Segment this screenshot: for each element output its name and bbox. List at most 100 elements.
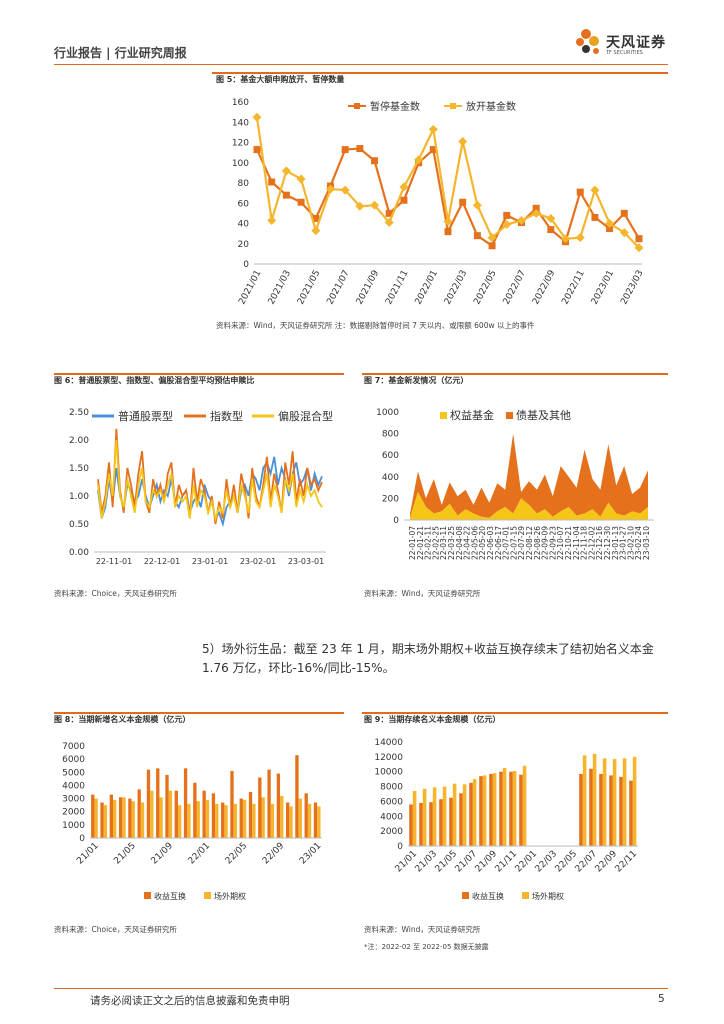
fig8-bar [242, 799, 247, 838]
fig6-title: 图 6：普通股票型、指数型、偏股混合型平均预估申赎比 [54, 376, 255, 385]
legend-swatch [204, 892, 211, 899]
fig7-xtick: 22-09-09 [541, 526, 550, 560]
fig8-bar [187, 803, 191, 838]
fig7-xtick: 22-07-01 [502, 526, 511, 560]
fig5-point [590, 185, 600, 195]
fig8-bar [230, 770, 234, 838]
fig7-xtick: 22-11-04 [572, 526, 581, 560]
fig9-bar [592, 753, 597, 846]
fig9-bar [599, 773, 603, 846]
fig9-xtick: 21/09 [474, 849, 500, 875]
fig5-point [371, 157, 379, 165]
fig5-point [340, 185, 350, 195]
fig8-bar [128, 798, 132, 838]
fig8-ytick: 7000 [62, 742, 85, 752]
fig9-xtick: 21/05 [434, 849, 459, 874]
fig9-xtick: 22/01 [514, 849, 539, 874]
footer-disclaimer: 请务必阅读正文之后的信息披露和免责申明 [90, 995, 290, 1007]
fig5-point [341, 146, 349, 154]
fig9-bar [589, 768, 593, 846]
fig5-point [576, 188, 584, 196]
fig5-xtick: 2021/05 [296, 269, 322, 307]
fig7-xtick: 23-03-10 [642, 526, 651, 560]
legend-swatch [506, 412, 513, 419]
fig5-xtick: 2022/09 [531, 268, 558, 306]
fig9-bar [629, 780, 633, 846]
fig5-point [459, 198, 467, 206]
fig5-point [619, 228, 629, 238]
fig5-ytick: 40 [238, 220, 250, 230]
fig7-xtick: 22-01-07 [408, 526, 417, 560]
fig8-bar [276, 773, 281, 838]
fig5-ytick: 0 [243, 260, 249, 270]
fig9-bar [509, 771, 513, 846]
fig8-bar [177, 805, 182, 838]
legend-label: 权益基金 [450, 408, 494, 422]
fig5-point [385, 209, 393, 217]
fig9-xtick: 21/11 [494, 849, 519, 874]
fig5-point [443, 216, 453, 226]
fig8-xtick: 21/05 [112, 841, 137, 866]
fig5-point [634, 243, 644, 253]
fig5-point [267, 215, 277, 225]
fig7-xtick: 22-03-25 [447, 526, 456, 560]
fig5-xtick: 2022/05 [472, 269, 498, 307]
fig6-ytick: 0.50 [69, 520, 89, 530]
fig5-top-rule [212, 72, 668, 74]
fig5-point [472, 200, 482, 210]
fig7-ytick: 600 [382, 451, 399, 461]
fig9-ytick: 12000 [374, 753, 403, 763]
fig7-xtick: 23-02-24 [634, 526, 643, 560]
fig7-xtick: 22-04-08 [455, 526, 464, 560]
fig5-point [458, 136, 468, 146]
fig8-top-rule [54, 712, 344, 714]
fig9-bar [419, 802, 423, 846]
fig7-top-rule [362, 373, 668, 375]
fig8-ytick: 6000 [62, 755, 85, 765]
fig9-bar [619, 776, 623, 846]
fig7-title: 图 7：基金新发情况（亿元） [364, 376, 469, 385]
fig9-bar [609, 775, 613, 846]
header-rule [54, 64, 668, 65]
fig8-xtick: 22/05 [224, 841, 249, 866]
fig7-xtick: 22-06-03 [486, 526, 495, 560]
fig7-xtick: 22-03-11 [439, 526, 448, 560]
fig7-xtick: 22-10-07 [556, 526, 565, 560]
fig5-point [414, 155, 424, 165]
fig5-point [297, 198, 305, 206]
fig9-xtick: 21/03 [414, 849, 439, 874]
fig9-bar [489, 773, 493, 846]
fig8-bar [156, 768, 160, 838]
fig5-point [281, 166, 291, 176]
fig5-xtick: 2022/03 [443, 269, 469, 307]
fig8-bar [150, 790, 154, 838]
fig7-ytick: 1000 [376, 408, 399, 418]
fig5-xtick: 2022/11 [560, 269, 586, 307]
fig5-point [444, 228, 452, 236]
fig7-xtick: 23-02-10 [626, 526, 635, 560]
fig6-xtick: 23-01-01 [192, 557, 228, 566]
fig5-ytick: 100 [232, 159, 249, 169]
tf-logo [576, 29, 599, 54]
fig5-xtick: 2022/07 [502, 269, 528, 307]
fig5-point [355, 201, 365, 211]
fig9-bar [522, 765, 527, 846]
fig5-point [253, 146, 261, 154]
fig6-source: 资料来源：Choice，天风证券研究所 [54, 589, 177, 598]
fig9-bar [449, 797, 453, 846]
fig5-point [282, 191, 290, 199]
fig7-source: 资料来源：Wind，天风证券研究所 [364, 589, 481, 598]
legend-label: 收益互换 [154, 891, 186, 901]
fig8-bar [159, 797, 163, 838]
fig5-point [635, 235, 643, 243]
fig5-point [516, 215, 526, 225]
fig7-ytick: 800 [382, 430, 399, 440]
fig6-ytick: 2.50 [69, 408, 89, 418]
fig9-bar [512, 770, 517, 846]
fig9-bar [612, 759, 617, 846]
fig8-title: 图 8：当期新增名义本金规模（亿元） [54, 715, 191, 724]
legend-marker [354, 103, 360, 109]
fig8-bar [122, 797, 126, 838]
fig9-bar [602, 758, 607, 846]
fig9-xtick: 22/07 [574, 849, 599, 874]
